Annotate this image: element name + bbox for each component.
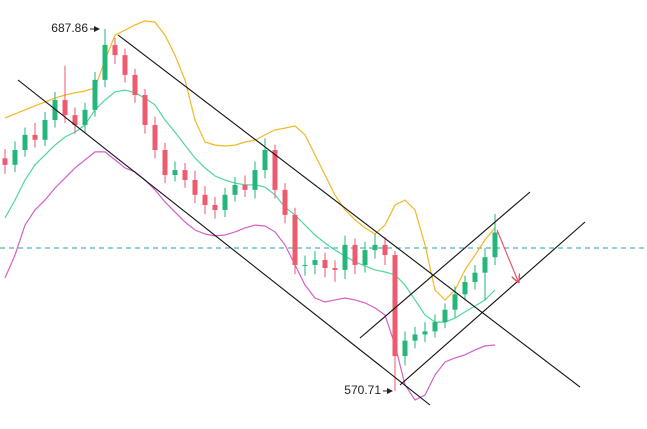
candle-body <box>432 322 438 332</box>
candle-body <box>472 272 478 282</box>
candle-body <box>62 99 68 116</box>
candle-body <box>82 109 88 125</box>
trend-line <box>399 221 586 386</box>
candle-body <box>212 204 218 210</box>
candle-body <box>162 150 168 176</box>
candle-body <box>42 120 48 140</box>
candle-body <box>192 179 198 195</box>
bands <box>0 20 647 401</box>
candle-body <box>22 134 28 151</box>
candle-body <box>292 214 298 265</box>
band-line <box>4 20 496 301</box>
candles <box>2 29 498 391</box>
candle-body <box>402 340 408 357</box>
candle-body <box>272 150 278 190</box>
candle-body <box>172 170 178 176</box>
candle-body <box>182 170 188 180</box>
trend-arrow <box>496 229 518 281</box>
candle-body <box>392 255 398 357</box>
candle-body <box>452 294 458 310</box>
candle-body <box>232 184 238 195</box>
trend-line <box>117 34 581 388</box>
candle-body <box>252 170 258 190</box>
candle-body <box>462 281 468 295</box>
candle-body <box>52 99 58 121</box>
candle-body <box>262 150 268 171</box>
trend-lines <box>17 34 586 406</box>
candle-body <box>372 244 378 251</box>
candle-body <box>442 309 448 323</box>
candle-body <box>102 44 108 80</box>
candle-body <box>312 259 318 265</box>
candle-body <box>322 259 328 269</box>
candle-body <box>112 44 118 56</box>
trend-line <box>17 79 431 406</box>
candle-body <box>422 331 428 335</box>
candle-body <box>32 134 38 140</box>
candle-body <box>412 334 418 341</box>
low-label: 570.71 <box>344 383 381 397</box>
candle-body <box>12 150 18 165</box>
labels: 687.86 570.71 <box>51 21 393 397</box>
candle-body <box>382 244 388 256</box>
candle-body <box>492 232 498 258</box>
candle-body <box>222 194 228 210</box>
trend-line <box>359 191 531 339</box>
candle-body <box>202 194 208 205</box>
candle-body <box>482 257 488 273</box>
high-label: 687.86 <box>51 21 88 35</box>
candle-body <box>282 189 288 215</box>
candle-body <box>332 268 338 270</box>
candle-body <box>242 184 248 190</box>
candle-body <box>302 264 308 266</box>
candle-body <box>142 95 148 125</box>
candle-body <box>362 250 368 265</box>
candle-body <box>352 244 358 265</box>
band-line <box>4 151 496 401</box>
candle-body <box>92 79 98 110</box>
candle-body <box>152 124 158 151</box>
candle-body <box>342 244 348 270</box>
band-line <box>4 89 496 323</box>
candle-body <box>2 158 8 165</box>
candle-body <box>132 74 138 96</box>
candle-body <box>72 115 78 125</box>
candle-body <box>122 55 128 75</box>
